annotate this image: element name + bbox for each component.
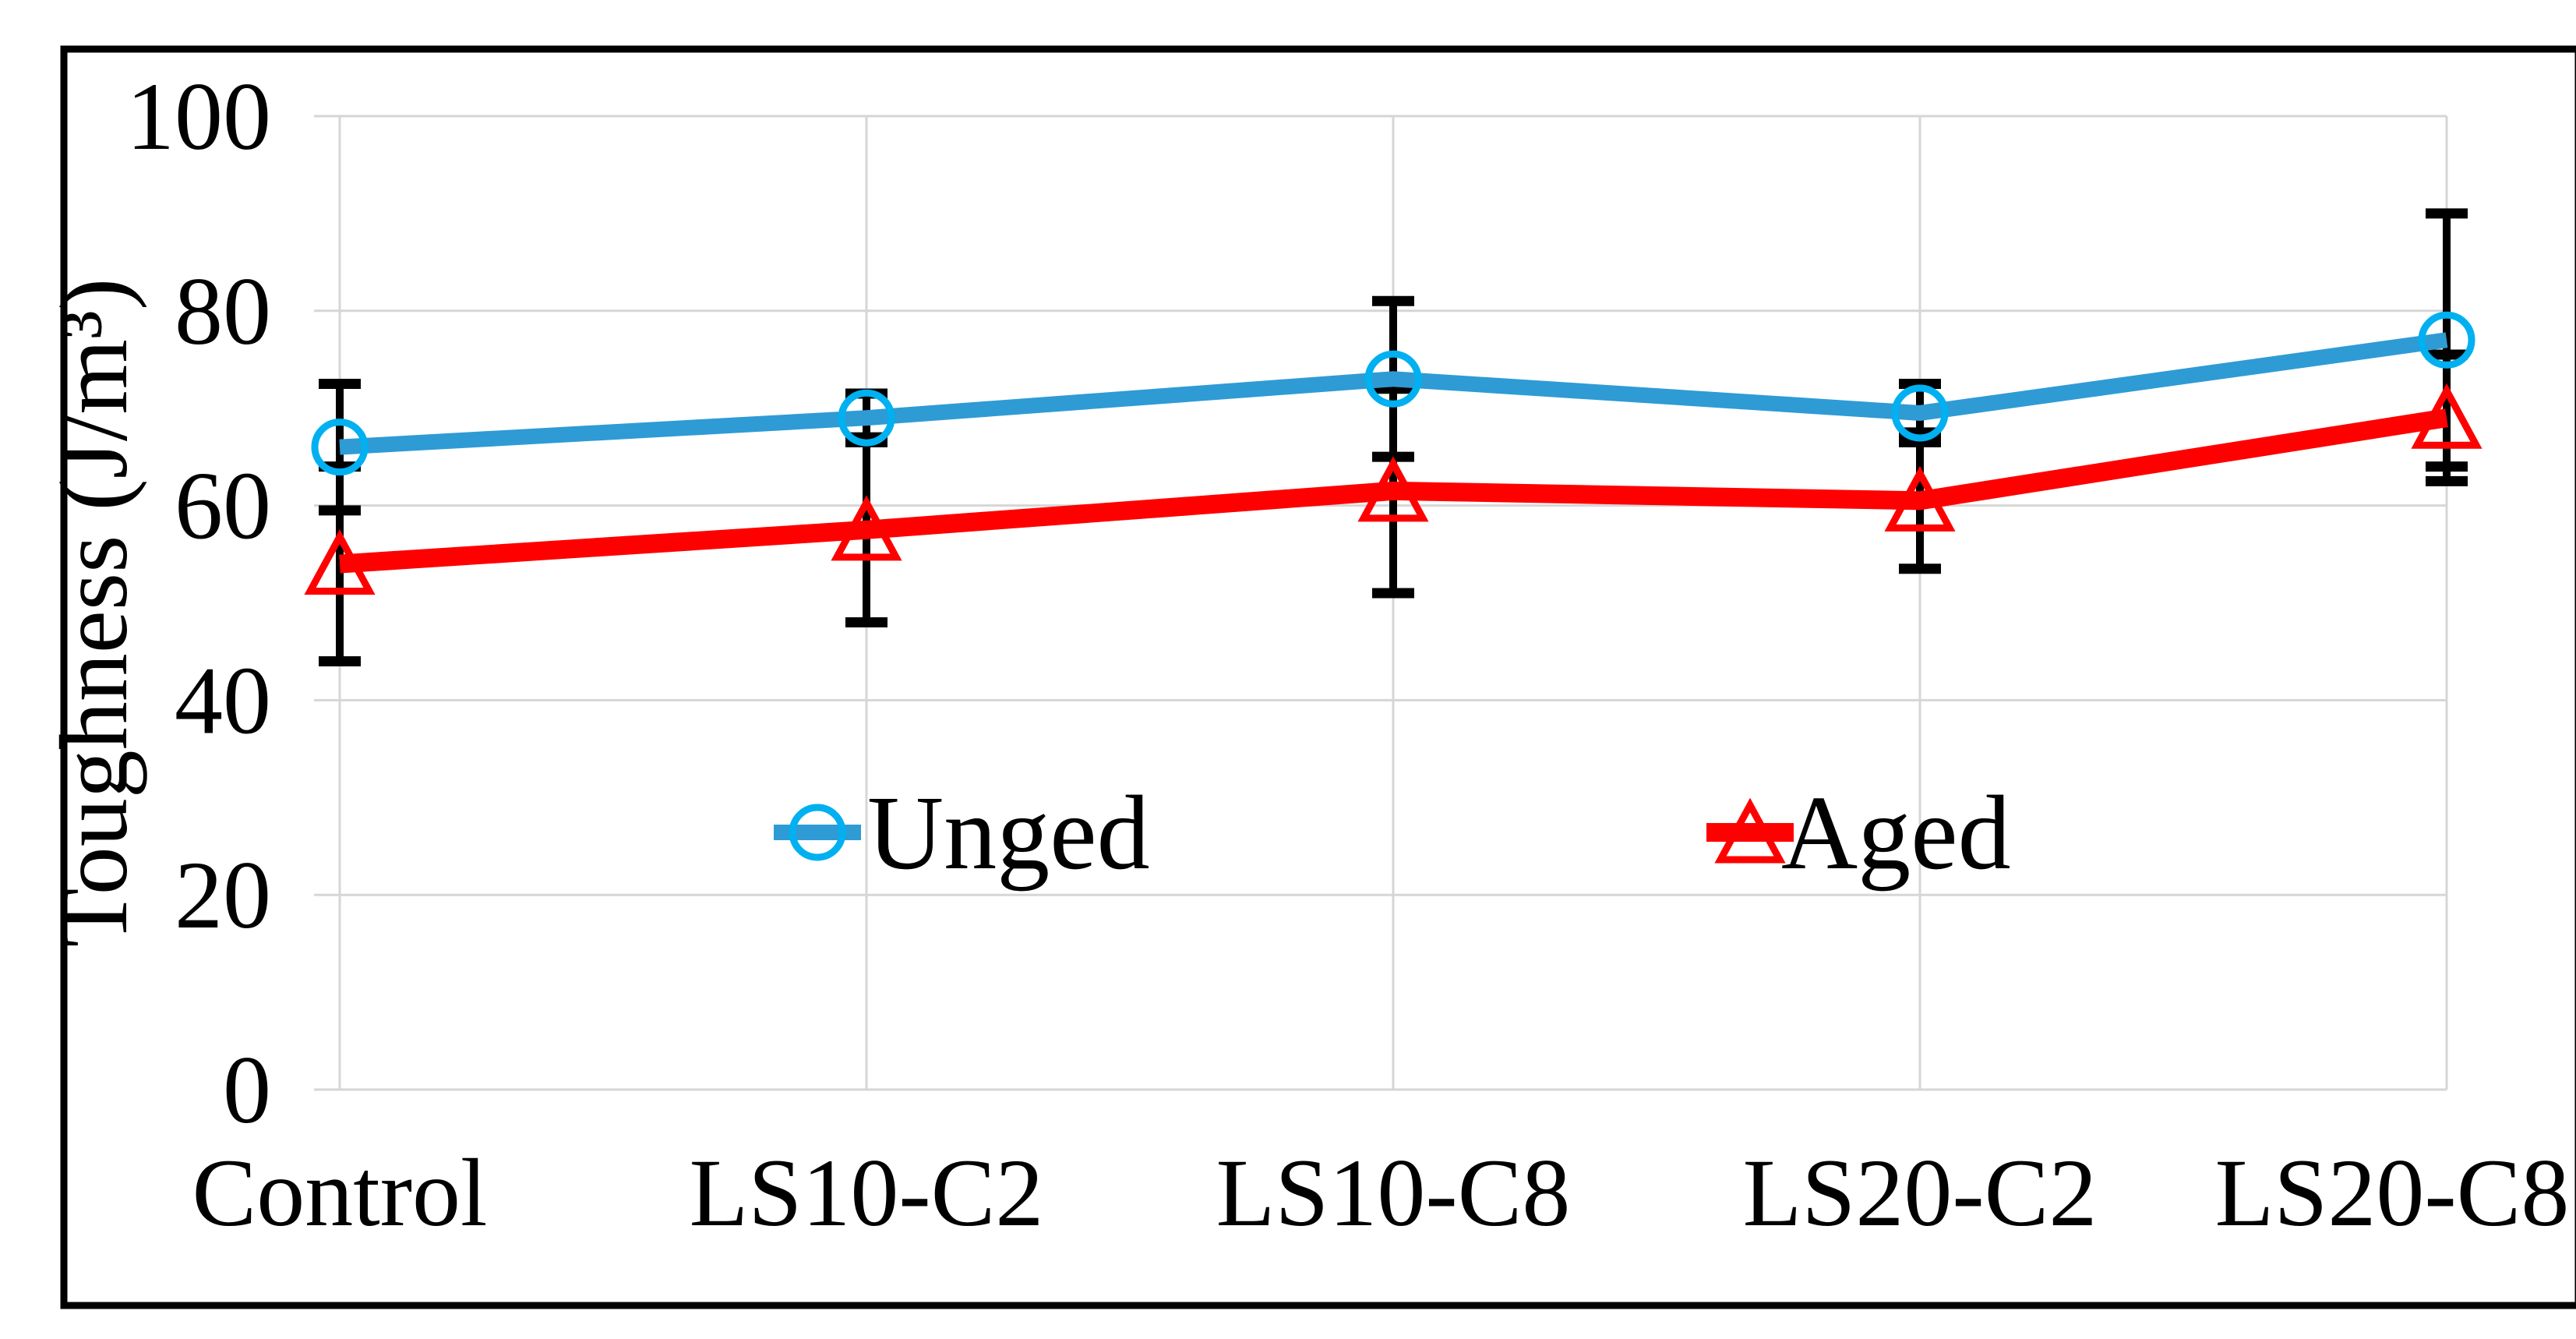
y-tick-label: 60 (175, 453, 271, 560)
y-tick-label: 40 (175, 647, 271, 754)
figure-background (31, 12, 2576, 1335)
legend-label-unged: Unged (867, 775, 1150, 892)
figure-border (60, 45, 2576, 1309)
x-tick-label: LS10-C8 (1216, 1139, 1571, 1246)
legend-marker-circle-icon (789, 804, 846, 861)
marker-triangle (304, 529, 376, 595)
x-tick-label: LS20-C2 (1743, 1139, 2098, 1246)
y-tick-label: 20 (175, 842, 271, 949)
legend-label-aged: Aged (1781, 775, 2011, 892)
legend: Unged Aged (774, 775, 2011, 892)
x-tick-label: LS20-C8 (2215, 1139, 2570, 1246)
chart-figure: 0 20 40 60 80 100 Control LS10-C2 LS10-C8 LS20-C2… (31, 12, 2576, 1335)
marker-triangle (1884, 465, 1956, 532)
marker-circle (1891, 384, 1949, 442)
marker-circle (1364, 350, 1422, 408)
series-line-aged (339, 408, 2448, 574)
marker-circle (838, 389, 895, 447)
marker-circle (2418, 311, 2475, 369)
x-tick-label: Control (192, 1139, 488, 1246)
marker-triangle (831, 495, 902, 561)
x-tick-label: LS10-C2 (690, 1139, 1044, 1246)
y-tick-label: 80 (175, 258, 271, 365)
marker-triangle (2411, 383, 2482, 449)
marker-triangle (1357, 456, 1429, 522)
toughness-line-chart: 0 20 40 60 80 100 Control LS10-C2 LS10-C8 LS20-C2… (31, 12, 2576, 1335)
series-line-unged (339, 332, 2448, 455)
y-tick-label: 0 (223, 1037, 271, 1143)
y-tick-label: 100 (126, 63, 271, 170)
legend-marker-triangle-icon (1714, 797, 1786, 864)
y-axis-title: Toughness (J/m³) (41, 278, 147, 948)
marker-circle (311, 419, 369, 476)
